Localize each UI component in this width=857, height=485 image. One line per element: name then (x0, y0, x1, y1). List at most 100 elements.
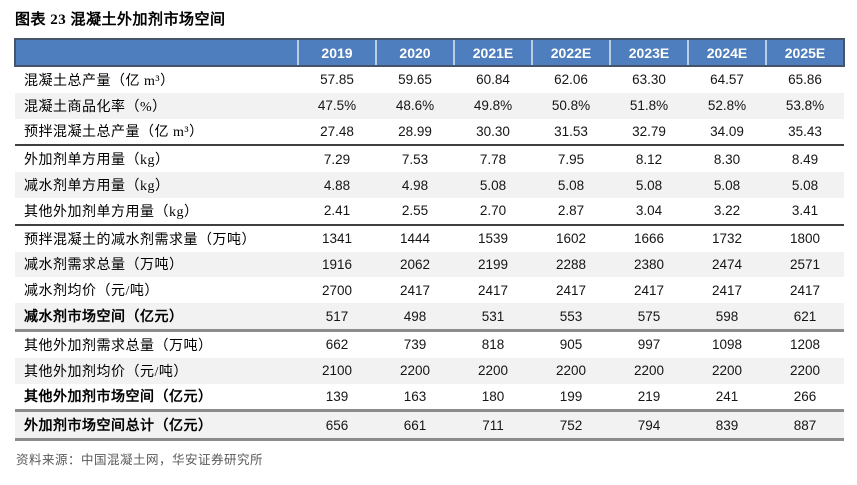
value-cell: 818 (454, 328, 532, 358)
row-label: 减水剂市场空间（亿元） (15, 303, 298, 331)
row-label: 外加剂市场空间总计（亿元） (15, 409, 298, 442)
value-cell: 1800 (766, 223, 844, 252)
value-cell: 31.53 (554, 123, 588, 139)
value-cell: 2700 (321, 282, 353, 298)
value-cell: 63.30 (632, 72, 666, 88)
value-cell: 2288 (532, 251, 610, 278)
table-body: 混凝土总产量（亿 m³） 57.85 59.65 60.84 62.06 63.30 64.… (15, 66, 844, 442)
value-cell: 2380 (610, 251, 688, 278)
value-cell: 180 (481, 388, 505, 404)
value-cell: 219 (637, 388, 661, 404)
table-header: 2019 2020 2021E 2022E 2023E 2024E 2025E (14, 38, 845, 67)
value-cell: 5.08 (688, 172, 766, 198)
value-cell: 1098 (688, 328, 766, 358)
table-row: 减水剂市场空间（亿元） 517 498 531 553 575 598 621 (15, 303, 844, 331)
value-cell: 662 (298, 328, 376, 358)
row-label: 预拌混凝土总产量（亿 m³） (24, 125, 204, 141)
value-cell: 997 (610, 328, 688, 358)
value-cell: 2417 (711, 282, 743, 298)
value-cell: 60.84 (476, 72, 510, 88)
value-cell: 1444 (376, 223, 454, 252)
value-cell: 2571 (766, 251, 844, 278)
value-cell: 65.86 (788, 72, 822, 88)
value-cell: 241 (715, 388, 739, 404)
value-cell: 2200 (610, 357, 688, 384)
value-cell: 2417 (633, 282, 665, 298)
report-exhibit: 图表 23 混凝土外加剂市场空间 2019 2020 2021E 2022E 2023E… (14, 12, 845, 468)
row-label: 混凝土商品化率（%） (15, 92, 298, 119)
value-cell: 2100 (298, 357, 376, 384)
value-cell: 52.8% (688, 92, 766, 119)
table-row: 外加剂市场空间总计（亿元） 656 661 711 752 794 839 887 (15, 409, 844, 442)
value-cell: 199 (559, 388, 583, 404)
value-cell: 4.88 (298, 172, 376, 198)
value-cell: 3.22 (713, 203, 741, 219)
value-cell: 34.09 (710, 123, 744, 139)
header-row: 2019 2020 2021E 2022E 2023E 2024E 2025E (14, 38, 845, 67)
table-row: 其他外加剂需求总量（万吨） 662 739 818 905 997 1098 1208 (15, 328, 844, 358)
value-cell: 32.79 (632, 123, 666, 139)
value-cell: 531 (454, 303, 532, 331)
column-header-2024E: 2024E (687, 38, 766, 67)
value-cell: 5.08 (532, 172, 610, 198)
value-cell: 7.95 (532, 144, 610, 173)
value-cell: 27.48 (320, 123, 354, 139)
value-cell: 47.5% (298, 92, 376, 119)
value-cell: 57.85 (320, 72, 354, 88)
column-header-2021E: 2021E (453, 38, 532, 67)
value-cell: 5.08 (610, 172, 688, 198)
value-cell: 752 (532, 409, 610, 442)
value-cell: 7.29 (298, 144, 376, 173)
value-cell: 887 (766, 409, 844, 442)
value-cell: 62.06 (554, 72, 588, 88)
value-cell: 3.04 (635, 203, 663, 219)
value-cell: 1539 (454, 223, 532, 252)
table-row: 减水剂单方用量（kg） 4.88 4.98 5.08 5.08 5.08 5.08 5.08 (15, 172, 844, 198)
value-cell: 2.87 (557, 203, 585, 219)
value-cell: 7.53 (376, 144, 454, 173)
row-label: 其他外加剂均价（元/吨） (15, 357, 298, 384)
value-cell: 4.98 (376, 172, 454, 198)
table-row: 混凝土总产量（亿 m³） 57.85 59.65 60.84 62.06 63.30 64.… (15, 66, 844, 93)
table-row: 其他外加剂单方用量（kg） 2.41 2.55 2.70 2.87 3.04 3.22 3.4… (15, 198, 844, 225)
value-cell: 739 (376, 328, 454, 358)
value-cell: 621 (766, 303, 844, 331)
value-cell: 5.08 (454, 172, 532, 198)
column-header-2019: 2019 (297, 38, 376, 67)
value-cell: 2.70 (479, 203, 507, 219)
header-cell-blank (14, 38, 298, 67)
value-cell: 35.43 (788, 123, 822, 139)
row-label: 减水剂需求总量（万吨） (15, 251, 298, 278)
value-cell: 2200 (688, 357, 766, 384)
value-cell: 2417 (399, 282, 431, 298)
value-cell: 48.6% (376, 92, 454, 119)
value-cell: 2.41 (323, 203, 351, 219)
value-cell: 2200 (376, 357, 454, 384)
value-cell: 2200 (532, 357, 610, 384)
table-row: 混凝土商品化率（%） 47.5% 48.6% 49.8% 50.8% 51.8% 52.8%… (15, 92, 844, 119)
value-cell: 553 (532, 303, 610, 331)
exhibit-title: 图表 23 混凝土外加剂市场空间 (15, 12, 226, 28)
value-cell: 51.8% (610, 92, 688, 119)
row-label: 混凝土总产量（亿 m³） (24, 73, 175, 89)
value-cell: 28.99 (398, 123, 432, 139)
value-cell: 8.30 (688, 144, 766, 173)
column-header-2023E: 2023E (609, 38, 688, 67)
column-header-2020: 2020 (375, 38, 454, 67)
value-cell: 7.78 (454, 144, 532, 173)
column-header-2022E: 2022E (531, 38, 610, 67)
value-cell: 2474 (688, 251, 766, 278)
table-row: 预拌混凝土总产量（亿 m³） 27.48 28.99 30.30 31.53 32.79 3… (15, 119, 844, 146)
value-cell: 1341 (298, 223, 376, 252)
value-cell: 30.30 (476, 123, 510, 139)
row-label: 减水剂单方用量（kg） (15, 172, 298, 198)
value-cell: 50.8% (532, 92, 610, 119)
row-label: 其他外加剂单方用量（kg） (24, 204, 199, 220)
value-cell: 839 (688, 409, 766, 442)
value-cell: 656 (298, 409, 376, 442)
value-cell: 2.55 (401, 203, 429, 219)
row-label: 预拌混凝土的减水剂需求量（万吨） (15, 223, 298, 252)
source-note: 资料来源：中国混凝土网，华安证券研究所 (16, 453, 264, 468)
market-space-table: 2019 2020 2021E 2022E 2023E 2024E 2025E 混凝土总产量… (14, 38, 845, 442)
value-cell: 2417 (789, 282, 821, 298)
